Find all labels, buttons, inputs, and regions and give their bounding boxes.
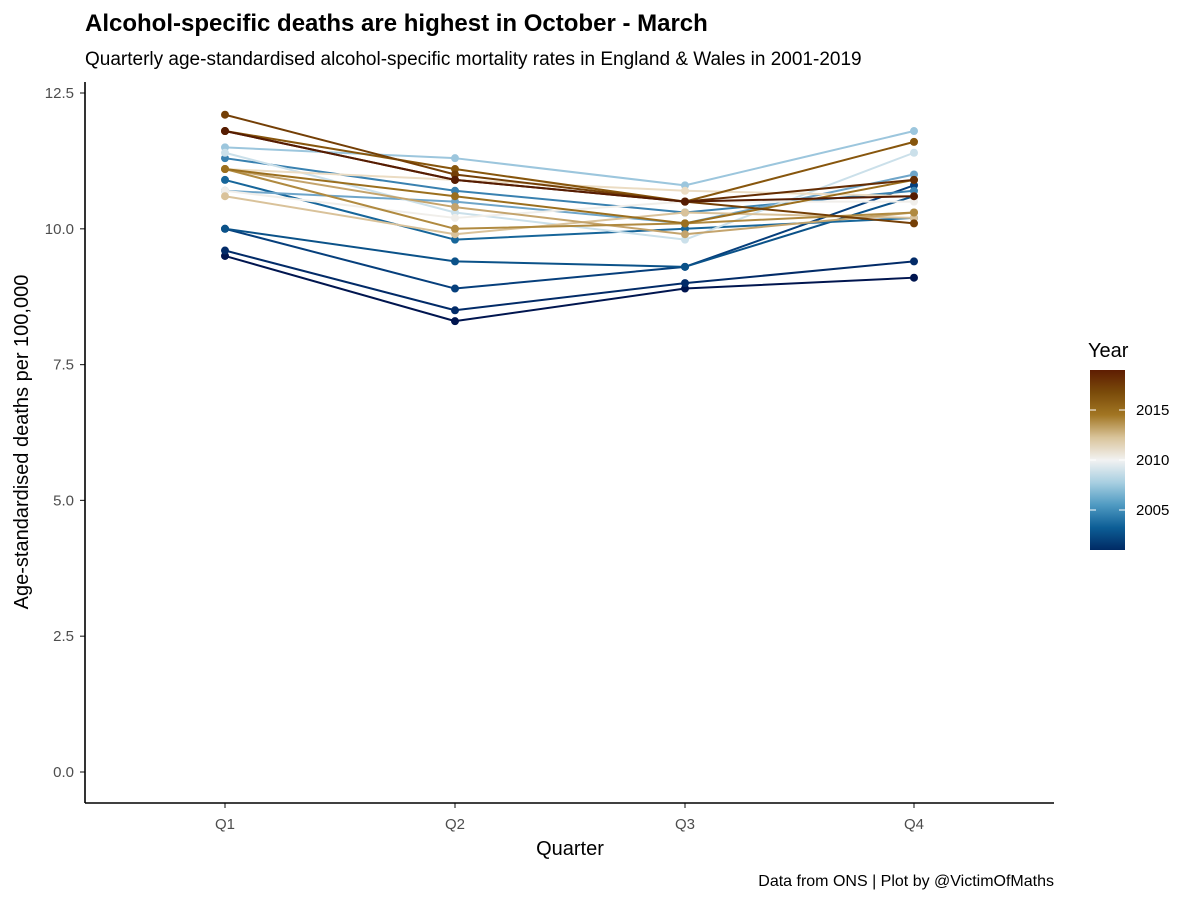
data-point-2010-Q2 [451,213,459,222]
y-tick-label: 10.0 [45,221,74,238]
data-point-2018-Q4 [910,175,918,184]
y-tick-label: 7.5 [53,357,74,374]
data-point-2017-Q4 [910,219,918,228]
data-point-2002-Q3 [681,279,689,288]
data-point-2001-Q4 [910,273,918,282]
x-axis-title: Quarter [536,838,604,860]
data-point-2013-Q2 [451,203,459,212]
chart-subtitle: Quarterly age-standardised alcohol-speci… [85,49,862,70]
data-point-2012-Q1 [221,192,229,201]
series-line-2008 [224,130,915,187]
data-point-2004-Q2 [451,257,459,266]
data-point-2009-Q4 [910,148,918,157]
data-point-2004-Q1 [221,224,229,233]
data-point-2004-Q3 [681,262,689,271]
data-point-2019-Q2 [451,175,459,184]
legend: Year 2005 2010 2015 [1088,340,1169,550]
chart-title: Alcohol-specific deaths are highest in O… [85,10,708,37]
data-point-2014-Q2 [451,224,459,233]
series-line-2013 [224,168,915,236]
series-line-2019 [224,130,915,203]
y-tick-label: 0.0 [53,764,74,781]
legend-tick-label: 2010 [1136,452,1169,469]
data-point-2009-Q1 [221,148,229,157]
series-line-2017 [224,113,915,225]
legend-title: Year [1088,340,1129,362]
data-point-2002-Q2 [451,306,459,315]
y-tick-label: 12.5 [45,85,74,102]
x-tick-label: Q3 [675,816,695,833]
chart-caption: Data from ONS | Plot by @VictimOfMaths [758,873,1054,890]
series-line-2016 [224,130,915,203]
y-tick-label: 5.0 [53,492,74,509]
data-point-2001-Q2 [451,317,459,326]
data-point-2008-Q4 [910,127,918,136]
x-tick-label: Q2 [445,816,465,833]
data-point-2019-Q4 [910,192,918,201]
series-line-2015 [224,168,915,225]
series-line-2003 [224,184,915,290]
data-point-2014-Q4 [910,208,918,217]
y-tick-label: 2.5 [53,628,74,645]
legend-tick-label: 2015 [1136,402,1169,419]
series-line-2001 [224,254,915,323]
data-point-2013-Q3 [681,230,689,239]
data-point-2017-Q1 [221,110,229,119]
data-point-2015-Q2 [451,192,459,201]
data-point-2008-Q2 [451,154,459,163]
series-line-2012 [224,195,915,236]
legend-tick-label: 2005 [1136,502,1169,519]
data-point-2015-Q3 [681,219,689,228]
series-line-2014 [224,168,915,230]
plot-area: 0.0 2.5 5.0 7.5 10.0 12.5 Q1 Q2 Q3 Q4 [45,85,924,833]
data-point-2002-Q4 [910,257,918,266]
data-point-2005-Q1 [221,175,229,184]
data-point-2011-Q3 [681,186,689,195]
data-point-2002-Q1 [221,246,229,255]
x-tick-label: Q1 [215,816,235,833]
data-point-2003-Q2 [451,284,459,293]
data-point-2015-Q1 [221,165,229,174]
x-tick-label: Q4 [904,816,924,833]
series-line-2004 [224,195,915,268]
data-point-2012-Q3 [681,208,689,217]
series-line-2002 [224,249,915,312]
data-point-2019-Q3 [681,197,689,206]
data-point-2019-Q1 [221,127,229,136]
y-axis-title: Age-standardised deaths per 100,000 [11,275,33,610]
data-point-2016-Q4 [910,137,918,146]
